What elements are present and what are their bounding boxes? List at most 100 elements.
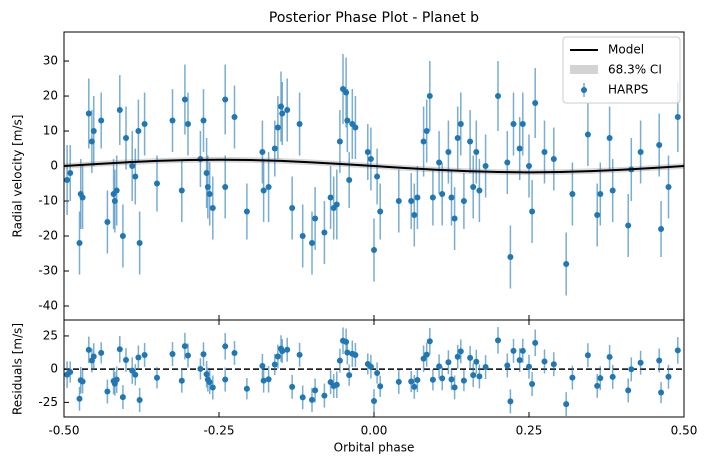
x-axis-label: Orbital phase — [334, 441, 415, 455]
data-point — [569, 374, 576, 381]
data-point — [299, 233, 306, 240]
data-point — [321, 229, 328, 236]
data-point — [529, 381, 536, 388]
data-point — [674, 347, 681, 354]
data-point — [346, 177, 353, 184]
data-point — [656, 142, 663, 149]
data-point — [289, 383, 296, 390]
data-point — [448, 194, 455, 201]
data-point — [284, 107, 291, 114]
data-point — [423, 128, 430, 135]
legend-label: HARPS — [608, 83, 648, 97]
data-point — [423, 351, 430, 358]
data-point — [265, 184, 272, 191]
data-point — [104, 219, 111, 226]
data-point — [169, 117, 176, 124]
data-point — [327, 194, 334, 201]
data-point — [507, 398, 514, 405]
legend-marker — [581, 87, 587, 93]
data-point — [67, 368, 74, 375]
data-point — [178, 377, 185, 384]
data-point — [606, 353, 613, 360]
data-point — [470, 184, 477, 191]
data-point — [532, 100, 539, 107]
data-point — [299, 394, 306, 401]
data-point — [476, 373, 483, 380]
data-point — [204, 184, 211, 191]
data-point — [136, 396, 143, 403]
data-point — [209, 384, 216, 391]
data-point — [609, 187, 616, 194]
data-point — [584, 131, 591, 138]
y-tick-label: 10 — [43, 124, 58, 138]
data-point — [136, 240, 143, 247]
data-point — [495, 337, 501, 344]
data-point — [111, 198, 118, 205]
data-point — [343, 89, 350, 96]
data-point — [454, 353, 461, 360]
data-point — [113, 376, 120, 383]
data-point — [90, 353, 97, 360]
data-point — [529, 208, 536, 215]
y-tick-label: -10 — [38, 194, 58, 208]
data-point — [113, 187, 120, 194]
data-point — [628, 366, 635, 373]
data-point — [222, 96, 229, 103]
data-point — [79, 194, 86, 201]
data-point — [336, 357, 343, 364]
data-point — [154, 180, 160, 187]
data-point — [625, 387, 632, 394]
data-point — [200, 117, 207, 124]
data-point — [90, 128, 97, 135]
data-point — [344, 349, 351, 356]
data-point — [429, 376, 436, 383]
data-point — [541, 358, 548, 365]
y-axis-label: Residuals [m/s] — [11, 323, 25, 415]
data-point — [132, 371, 139, 378]
data-point — [231, 349, 238, 356]
data-point — [408, 198, 415, 205]
y-tick-label: -20 — [38, 229, 58, 243]
data-point — [395, 378, 402, 385]
data-point — [309, 396, 315, 403]
data-point — [563, 261, 570, 268]
legend-band — [570, 65, 598, 74]
data-point — [135, 128, 142, 135]
data-point — [98, 117, 105, 124]
data-point — [265, 376, 272, 383]
data-point — [470, 372, 477, 379]
data-point — [467, 138, 474, 145]
data-point — [141, 121, 148, 128]
data-point — [132, 173, 139, 180]
data-point — [85, 110, 92, 117]
data-point — [129, 163, 136, 170]
data-point — [98, 349, 105, 356]
data-point — [625, 222, 632, 229]
data-point — [594, 382, 601, 389]
data-point — [222, 184, 229, 191]
data-point — [123, 356, 129, 363]
data-point — [289, 205, 296, 212]
data-point — [658, 389, 665, 396]
data-point — [674, 114, 681, 121]
data-point — [364, 149, 371, 156]
data-point — [296, 351, 303, 358]
data-point — [448, 376, 455, 383]
data-point — [510, 121, 517, 128]
data-point — [88, 138, 95, 145]
x-tick-label: -0.50 — [48, 424, 79, 438]
data-point — [222, 376, 229, 383]
data-point — [309, 240, 315, 247]
data-point — [377, 383, 384, 390]
data-point — [429, 194, 436, 201]
data-point — [451, 384, 458, 391]
data-point — [609, 373, 616, 380]
data-point — [178, 187, 185, 194]
data-point — [504, 159, 511, 166]
data-point — [597, 191, 604, 198]
data-point — [141, 351, 148, 358]
data-point — [76, 240, 83, 247]
x-tick-label: 0.00 — [361, 424, 388, 438]
data-point — [436, 159, 443, 166]
data-point — [637, 359, 644, 366]
